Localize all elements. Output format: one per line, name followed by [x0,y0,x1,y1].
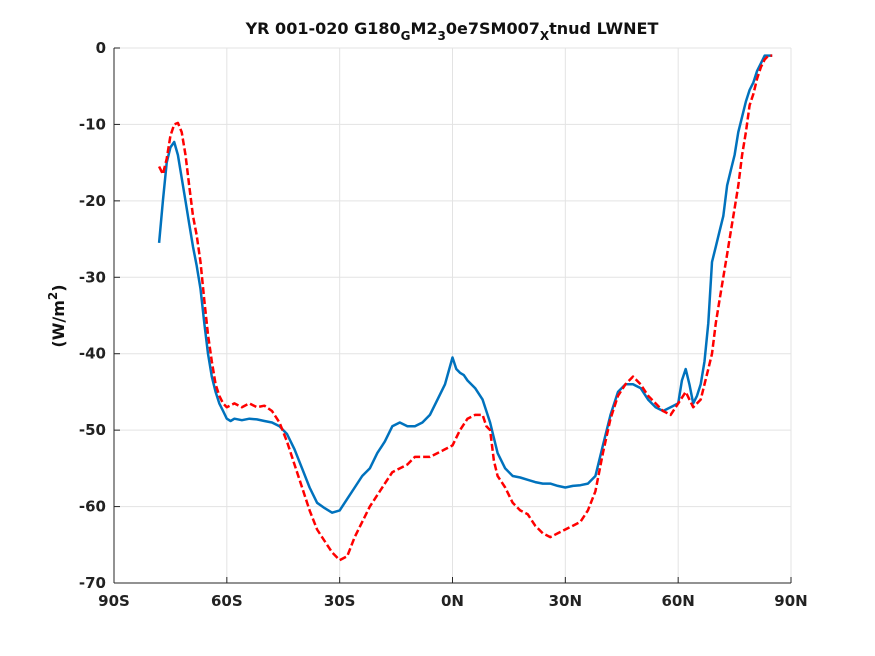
x-tick-label: 60S [211,592,243,610]
x-tick-label: 30N [549,592,582,610]
y-tick-label: -10 [79,115,106,133]
chart-title: YR 001-020 G180GM230e7SM007Xtnud LWNET [245,19,659,43]
y-tick-label: -50 [79,421,106,439]
x-tick-label: 0N [441,592,464,610]
x-tick-label: 60N [661,592,694,610]
y-tick-label: -70 [79,574,106,592]
axes [113,47,792,584]
y-tick-label: -40 [79,345,106,363]
tick-labels: 90S 60S 30S 0N 30N 60N 90N 0 -10 -20 -30 -40 -50 -60 -… [79,39,808,610]
grid [113,47,792,584]
y-tick-label: -30 [79,268,106,286]
series-line-1 [157,54,773,514]
y-tick-label: -20 [79,192,106,210]
y-tick-label: 0 [96,39,106,57]
x-tick-label: 90N [774,592,807,610]
y-axis-label: (W/m2) [46,284,68,347]
x-tick-label: 30S [324,592,356,610]
series-line-2 [157,54,773,562]
x-tick-label: 90S [98,592,130,610]
series-lines [157,54,773,562]
y-tick-label: -60 [79,498,106,516]
